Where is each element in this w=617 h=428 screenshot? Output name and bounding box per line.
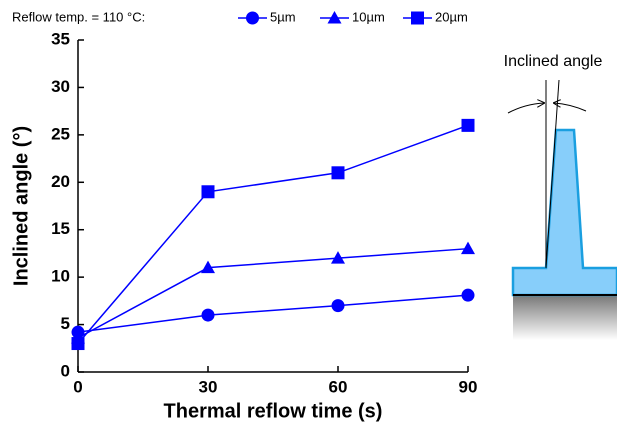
incline-ref [545, 79, 560, 269]
x-axis-title: Thermal reflow time (s) [164, 400, 383, 422]
marker [246, 11, 259, 25]
y-tick-label: 0 [61, 361, 70, 380]
marker [331, 166, 345, 180]
marker [71, 337, 85, 351]
legend-label: 5µm [270, 9, 296, 24]
y-tick-label: 25 [51, 124, 70, 143]
substrate [513, 295, 617, 340]
marker [327, 11, 342, 24]
y-tick-label: 10 [51, 267, 70, 286]
marker [461, 241, 475, 255]
x-tick-label: 90 [459, 377, 478, 396]
marker [331, 299, 345, 313]
marker [201, 260, 215, 274]
series-line [77, 124, 469, 345]
arrow-left [507, 103, 544, 114]
x-tick-label: 0 [73, 377, 82, 396]
y-tick-label: 15 [51, 219, 70, 238]
marker [411, 11, 424, 25]
legend-label: 10µm [352, 9, 385, 24]
series-line [77, 294, 469, 333]
marker [201, 185, 215, 199]
arrow-right [554, 103, 587, 112]
y-tick-label: 20 [51, 172, 70, 191]
profile-diagram: Inclined angle [504, 53, 617, 340]
marker [331, 251, 345, 264]
series-line [77, 247, 469, 339]
legend-title: Reflow temp. = 110 °C: [12, 9, 145, 24]
y-tick-label: 5 [61, 314, 70, 333]
marker [461, 118, 475, 132]
y-tick-label: 30 [51, 77, 70, 96]
marker [201, 308, 215, 322]
resist-profile [511, 128, 617, 297]
y-tick-label: 35 [51, 29, 70, 48]
x-tick-label: 60 [329, 377, 348, 396]
y-axis-title: Inclined angle (°) [10, 126, 32, 286]
diagram-label: Inclined angle [504, 53, 603, 70]
x-tick-label: 30 [199, 377, 218, 396]
legend-label: 20µm [435, 9, 468, 24]
marker [461, 288, 475, 302]
